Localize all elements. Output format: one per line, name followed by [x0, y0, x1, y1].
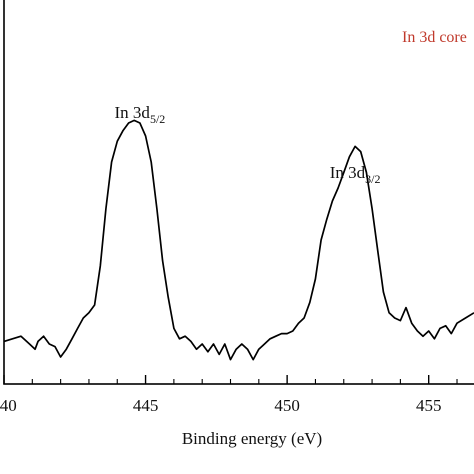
- x-tick-label: 440: [0, 396, 17, 415]
- peak-label-main: In 3d: [330, 163, 366, 182]
- peak-annotations: In 3d5/2In 3d3/2: [115, 103, 381, 186]
- x-tick-label: 450: [274, 396, 300, 415]
- plot-frame: [3, 0, 474, 385]
- peak-label: In 3d3/2: [330, 163, 381, 186]
- legend-label: In 3d core: [402, 29, 467, 46]
- x-axis-ticks: 440 445 450 455: [0, 375, 458, 415]
- peak-label-subscript: 5/2: [150, 112, 165, 126]
- plot-border: [3, 0, 474, 385]
- peak-label-main: In 3d: [115, 103, 151, 122]
- x-tick-label: 445: [133, 396, 159, 415]
- spectrum-line: [3, 119, 474, 361]
- x-tick-label: 455: [416, 396, 442, 415]
- peak-label: In 3d5/2: [115, 103, 166, 126]
- series-layer: [3, 119, 474, 361]
- peak-label-subscript: 3/2: [365, 172, 380, 186]
- x-axis-title: Binding energy (eV): [182, 429, 322, 448]
